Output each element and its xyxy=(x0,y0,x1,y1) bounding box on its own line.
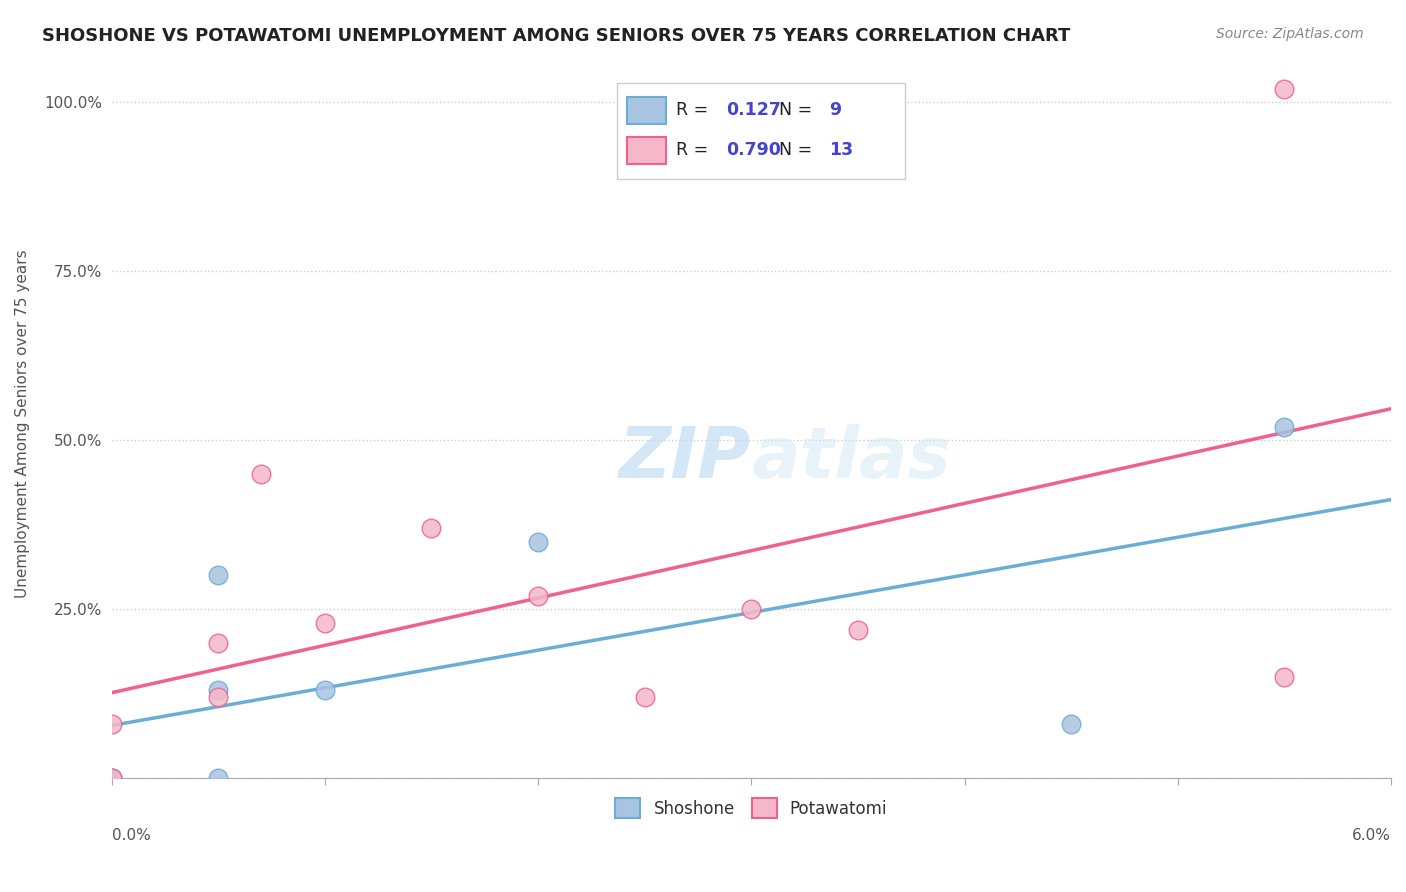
Point xyxy=(740,602,762,616)
Y-axis label: Unemployment Among Seniors over 75 years: Unemployment Among Seniors over 75 years xyxy=(15,249,30,598)
Point xyxy=(100,717,122,731)
Text: atlas: atlas xyxy=(751,425,950,493)
Point xyxy=(207,690,229,705)
Point xyxy=(1274,419,1296,434)
Point xyxy=(527,589,550,603)
Point xyxy=(250,467,273,481)
Text: 6.0%: 6.0% xyxy=(1353,828,1391,843)
Point xyxy=(420,521,443,535)
Point xyxy=(207,636,229,650)
Text: SHOSHONE VS POTAWATOMI UNEMPLOYMENT AMONG SENIORS OVER 75 YEARS CORRELATION CHAR: SHOSHONE VS POTAWATOMI UNEMPLOYMENT AMON… xyxy=(42,27,1070,45)
Legend: Shoshone, Potawatomi: Shoshone, Potawatomi xyxy=(607,789,896,827)
Point xyxy=(634,690,657,705)
Text: 13: 13 xyxy=(830,141,853,159)
FancyBboxPatch shape xyxy=(627,97,665,124)
Point xyxy=(207,568,229,582)
Point xyxy=(846,623,869,637)
Point xyxy=(100,771,122,785)
FancyBboxPatch shape xyxy=(627,137,665,164)
Text: 9: 9 xyxy=(830,101,841,119)
Text: N =: N = xyxy=(779,101,818,119)
Point xyxy=(1274,670,1296,684)
Point xyxy=(100,771,122,785)
Text: R =: R = xyxy=(676,101,714,119)
Text: 0.790: 0.790 xyxy=(725,141,780,159)
Point xyxy=(207,771,229,785)
Point xyxy=(100,771,122,785)
Point xyxy=(314,615,336,630)
Text: 0.0%: 0.0% xyxy=(111,828,150,843)
Text: R =: R = xyxy=(676,141,714,159)
Point xyxy=(207,683,229,698)
Text: N =: N = xyxy=(779,141,818,159)
Text: ZIP: ZIP xyxy=(619,425,751,493)
Text: Source: ZipAtlas.com: Source: ZipAtlas.com xyxy=(1216,27,1364,41)
Point xyxy=(1060,717,1083,731)
FancyBboxPatch shape xyxy=(617,83,905,178)
Point xyxy=(527,534,550,549)
Point xyxy=(1274,82,1296,96)
Text: 0.127: 0.127 xyxy=(725,101,780,119)
Point xyxy=(314,683,336,698)
